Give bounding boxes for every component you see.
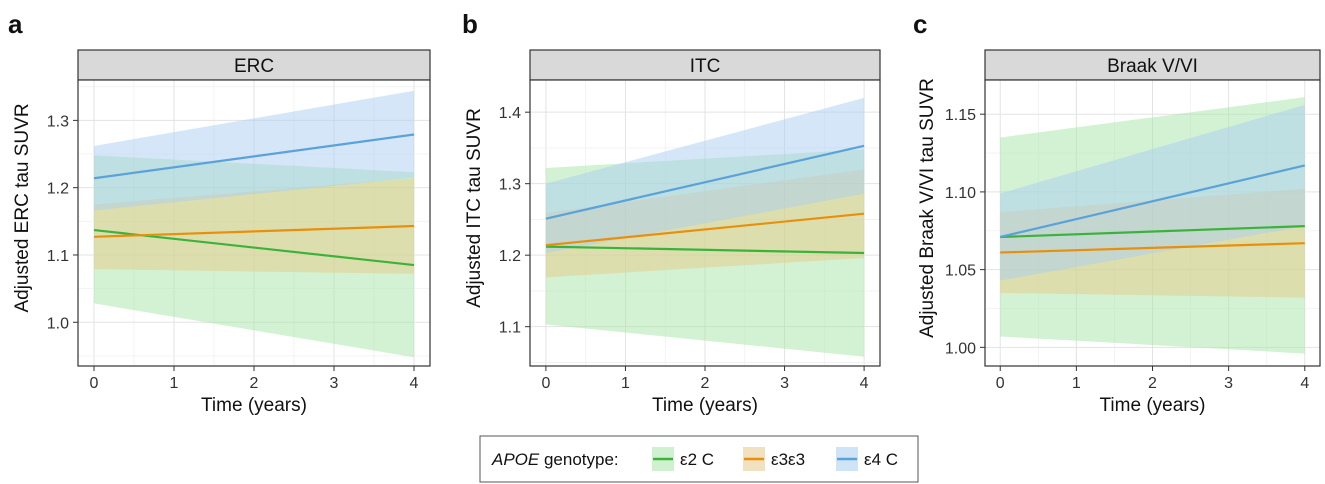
- strip-title: ITC: [690, 56, 721, 77]
- y-axis: 1.0 1.1 1.2 1.3 Adjusted ERC tau SUVR: [12, 103, 78, 332]
- series-lines: [999, 164, 1306, 254]
- x-axis-title: Time (years): [652, 395, 758, 416]
- x-axis-title: Time (years): [1100, 395, 1206, 416]
- y-axis-title: Adjusted ITC tau SUVR: [464, 108, 485, 308]
- confidence-bands: [1000, 97, 1305, 354]
- legend-label: ε2 C: [680, 450, 714, 469]
- x-tick-label: 1: [1072, 375, 1081, 392]
- legend-title: APOE genotype:: [491, 450, 619, 469]
- strip-title: ERC: [234, 56, 274, 77]
- x-tick-label: 1: [170, 375, 179, 392]
- band-e4: [1000, 104, 1305, 281]
- legend-key: ε3ε3: [743, 447, 805, 471]
- x-tick-label: 3: [780, 375, 789, 392]
- x-tick-label: 1: [621, 375, 630, 392]
- y-tick-label: 1.05: [945, 263, 976, 280]
- panel-a: a ERC 0 1 2 3 4 Time (years) 1.0 1.1 1.2 1.3 Adjuste…: [8, 9, 431, 416]
- series-line-e3e3: [93, 224, 415, 238]
- y-axis: 1.00 1.05 1.10 1.15 Adjusted Braak V/VI tau …: [917, 78, 985, 357]
- x-axis-title: Time (years): [201, 395, 307, 416]
- y-tick-label: 1.1: [499, 320, 521, 337]
- band-e4: [545, 97, 865, 254]
- series-line-e2: [1000, 225, 1305, 239]
- x-tick-label: 4: [860, 375, 869, 392]
- y-axis-title: Adjusted Braak V/VI tau SUVR: [917, 78, 938, 338]
- series-line-e4: [93, 133, 415, 180]
- panel-letter: b: [462, 9, 478, 39]
- y-tick-label: 1.00: [945, 340, 976, 357]
- series-lines: [545, 144, 865, 255]
- series-line-e3e3: [1000, 242, 1305, 254]
- x-axis: 0 1 2 3 4 Time (years): [541, 366, 869, 416]
- series-line-e2: [545, 245, 865, 255]
- legend-title-gene: APOE: [491, 450, 540, 469]
- x-axis: 0 1 2 3 4 Time (years): [90, 366, 419, 416]
- y-tick-label: 1.0: [47, 315, 69, 332]
- x-tick-label: 4: [410, 375, 419, 392]
- series-line-e4: [545, 144, 865, 220]
- y-axis-title: Adjusted ERC tau SUVR: [12, 103, 33, 312]
- y-tick-label: 1.2: [47, 181, 69, 198]
- x-tick-label: 4: [1300, 375, 1309, 392]
- x-tick-label: 0: [90, 375, 99, 392]
- strip-header: [984, 49, 1321, 81]
- panel-b: b ITC 0 1 2 3 4 Time (years) 1.1 1.2 1.3 1.4 Adjuste…: [462, 9, 881, 416]
- strip-header: [529, 49, 881, 81]
- y-tick-label: 1.3: [499, 177, 521, 194]
- panels: a ERC 0 1 2 3 4 Time (years) 1.0 1.1 1.2 1.3 Adjuste…: [8, 9, 1321, 416]
- series-line-e3e3: [545, 212, 865, 247]
- panel-c: c Braak V/VI 0 1 2 3 4 Time (years) 1.00 1.05 1.10…: [913, 9, 1321, 416]
- y-tick-label: 1.15: [945, 107, 976, 124]
- x-tick-label: 2: [701, 375, 710, 392]
- band-e4: [94, 90, 414, 211]
- legend-key: ε4 C: [836, 447, 898, 471]
- x-tick-label: 2: [1148, 375, 1157, 392]
- y-tick-label: 1.3: [47, 113, 69, 130]
- x-tick-label: 0: [541, 375, 550, 392]
- strip-title: Braak V/VI: [1107, 56, 1198, 77]
- x-tick-label: 3: [330, 375, 339, 392]
- panel-letter: c: [913, 9, 927, 39]
- x-tick-label: 2: [250, 375, 259, 392]
- series-lines: [93, 133, 415, 267]
- legend-key: ε2 C: [652, 447, 714, 471]
- y-tick-label: 1.10: [945, 185, 976, 202]
- y-tick-label: 1.4: [499, 105, 521, 122]
- legend-label: ε4 C: [864, 450, 898, 469]
- strip-header: [77, 49, 431, 81]
- legend: APOE genotype: ε2 C ε3ε3 ε4 C: [479, 435, 919, 483]
- panel-letter: a: [8, 9, 23, 39]
- series-line-e4: [999, 164, 1306, 239]
- legend-label: ε3ε3: [771, 450, 805, 469]
- x-tick-label: 0: [996, 375, 1005, 392]
- y-tick-label: 1.2: [499, 248, 521, 265]
- x-axis: 0 1 2 3 4 Time (years): [996, 366, 1309, 416]
- y-tick-label: 1.1: [47, 248, 69, 265]
- y-axis: 1.1 1.2 1.3 1.4 Adjusted ITC tau SUVR: [464, 105, 530, 337]
- confidence-bands: [94, 90, 414, 358]
- legend-title-label: genotype:: [539, 450, 618, 469]
- x-tick-label: 3: [1224, 375, 1233, 392]
